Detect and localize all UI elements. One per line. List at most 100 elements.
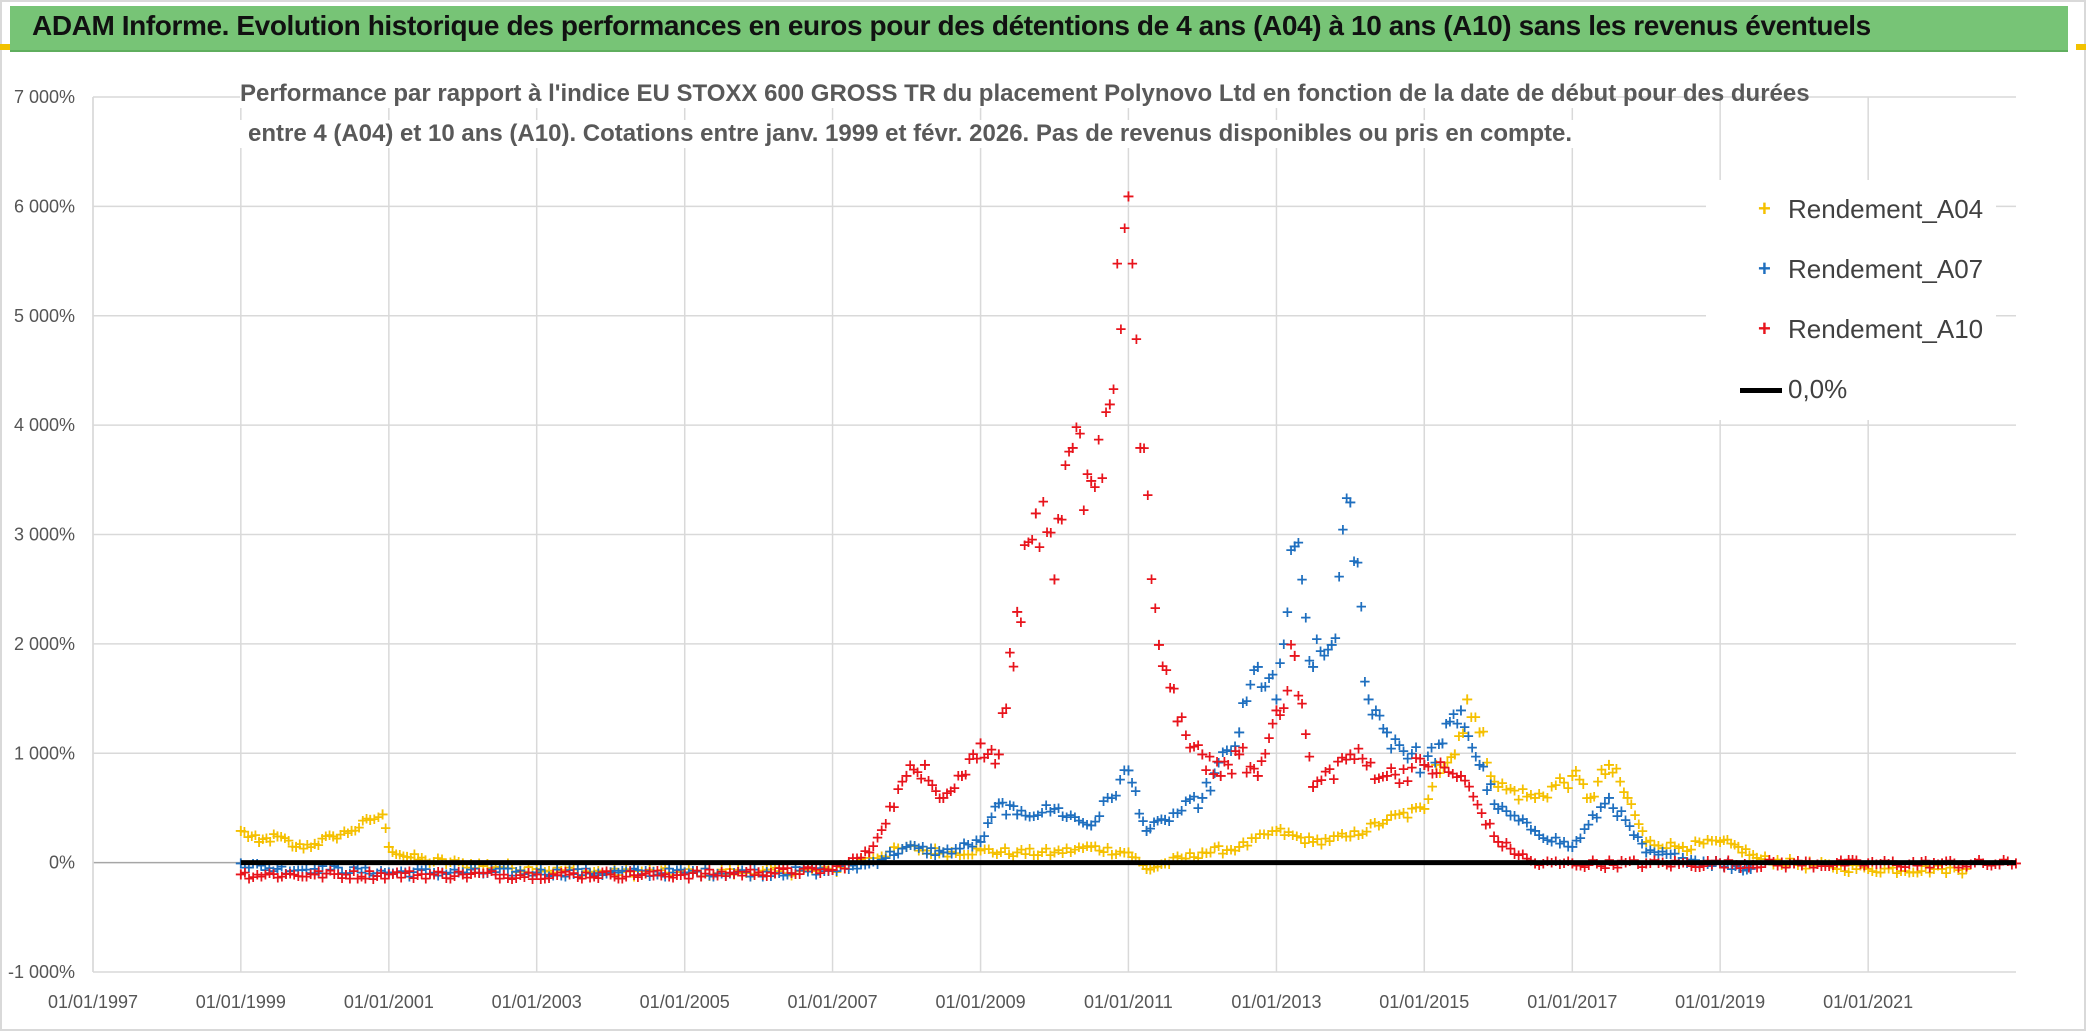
data-point: + [1621, 788, 1634, 807]
scatter-point: + [1296, 570, 1309, 588]
scatter-point: + [663, 863, 676, 881]
scatter-point: + [985, 808, 998, 826]
scatter-point: + [1373, 817, 1386, 835]
scatter-point: + [765, 867, 778, 885]
scatter-point: + [356, 811, 369, 829]
data-point: + [1232, 837, 1245, 856]
scatter-point: + [1208, 838, 1221, 856]
scatter-point: + [1000, 699, 1013, 717]
scatter-point: + [1545, 778, 1558, 796]
data-point: + [456, 862, 469, 881]
scatter-point: + [1899, 862, 1912, 880]
scatter-point: + [1142, 486, 1155, 504]
scatter-point: + [966, 838, 979, 856]
scatter-point: + [1118, 219, 1131, 237]
scatter-point: + [518, 862, 531, 880]
scatter-point: + [600, 864, 613, 882]
scatter-point: + [978, 827, 991, 845]
scatter-point: + [372, 808, 385, 826]
scatter-point: + [1537, 787, 1550, 805]
data-point: + [1430, 755, 1443, 774]
scatter-point: + [1229, 737, 1242, 755]
scatter-point: + [921, 841, 934, 859]
scatter-point: + [514, 862, 527, 880]
data-point: + [1640, 832, 1653, 851]
scatter-point: + [1237, 694, 1250, 712]
scatter-point: + [1106, 789, 1119, 807]
scatter-point: + [904, 836, 917, 854]
plus-marker-icon: + [1758, 256, 1771, 281]
scatter-point: + [1328, 770, 1341, 788]
scatter-point: + [424, 865, 437, 883]
scatter-point: + [1907, 863, 1920, 881]
scatter-point: + [1377, 719, 1390, 737]
scatter-point: + [576, 866, 589, 884]
scatter-point: + [510, 863, 523, 881]
scatter-point: + [1577, 775, 1590, 793]
scatter-point: + [724, 865, 737, 883]
legend-item-a04: + Rendement_A04 [1706, 190, 1996, 230]
scatter-point: + [647, 863, 660, 881]
scatter-point: + [249, 826, 262, 844]
scatter-point: + [1101, 789, 1114, 807]
scatter-point: + [1044, 846, 1057, 864]
scatter-point: + [440, 865, 453, 883]
scatter-point: + [989, 798, 1002, 816]
scatter-point: + [1706, 831, 1719, 849]
scatter-point: + [1258, 825, 1271, 843]
scatter-point: + [1266, 822, 1279, 840]
scatter-point: + [559, 861, 572, 879]
scatter-point: + [1126, 254, 1139, 272]
scatter-point: + [687, 863, 700, 881]
scatter-point: + [1355, 597, 1368, 615]
scatter-point: + [596, 866, 609, 884]
scatter-point: + [526, 867, 539, 885]
scatter-point: + [761, 862, 774, 880]
scatter-point: + [962, 846, 975, 864]
scatter-point: + [1149, 599, 1162, 617]
scatter-point: + [1144, 820, 1157, 838]
scatter-point: + [781, 864, 794, 882]
scatter-point: + [1148, 813, 1161, 831]
scatter-point: + [707, 866, 720, 884]
scatter-point: + [1032, 806, 1045, 824]
scatter-point: + [1322, 641, 1335, 659]
data-point: + [1270, 690, 1283, 709]
scatter-point: + [1681, 842, 1694, 860]
scatter-point: + [584, 863, 597, 881]
scatter-point: + [781, 866, 794, 884]
scatter-point: + [1175, 708, 1188, 726]
scatter-point: + [1328, 827, 1341, 845]
scatter-point: + [1549, 776, 1562, 794]
scatter-point: + [1701, 830, 1714, 848]
scatter-point: + [1469, 708, 1482, 726]
data-point: + [1122, 186, 1135, 205]
scatter-point: + [1632, 815, 1645, 833]
scatter-point: + [391, 864, 404, 882]
scatter-point: + [1060, 808, 1073, 826]
scatter-point: + [539, 862, 552, 880]
scatter-point: + [588, 866, 601, 884]
scatter-point: + [933, 842, 946, 860]
scatter-point: + [1115, 320, 1128, 338]
data-point: + [974, 832, 987, 851]
scatter-point: + [1333, 567, 1346, 585]
scatter-point: + [1377, 814, 1390, 832]
data-point: + [604, 862, 617, 881]
scatter-point: + [1023, 808, 1036, 826]
scatter-point: + [588, 863, 601, 881]
scatter-point: + [1138, 439, 1151, 457]
scatter-point: + [1410, 798, 1423, 816]
scatter-point: + [1077, 839, 1090, 857]
data-point: + [1528, 788, 1541, 807]
scatter-point: + [643, 867, 656, 885]
x-tick-label: 01/01/2015 [1379, 992, 1469, 1012]
scatter-point: + [1278, 826, 1291, 844]
scatter-point: + [1940, 864, 1953, 882]
data-point: + [252, 832, 265, 851]
scatter-point: + [1237, 833, 1250, 851]
scatter-point: + [793, 862, 806, 880]
scatter-point: + [1097, 792, 1110, 810]
scatter-point: + [296, 861, 309, 879]
scatter-point: + [1133, 804, 1146, 822]
